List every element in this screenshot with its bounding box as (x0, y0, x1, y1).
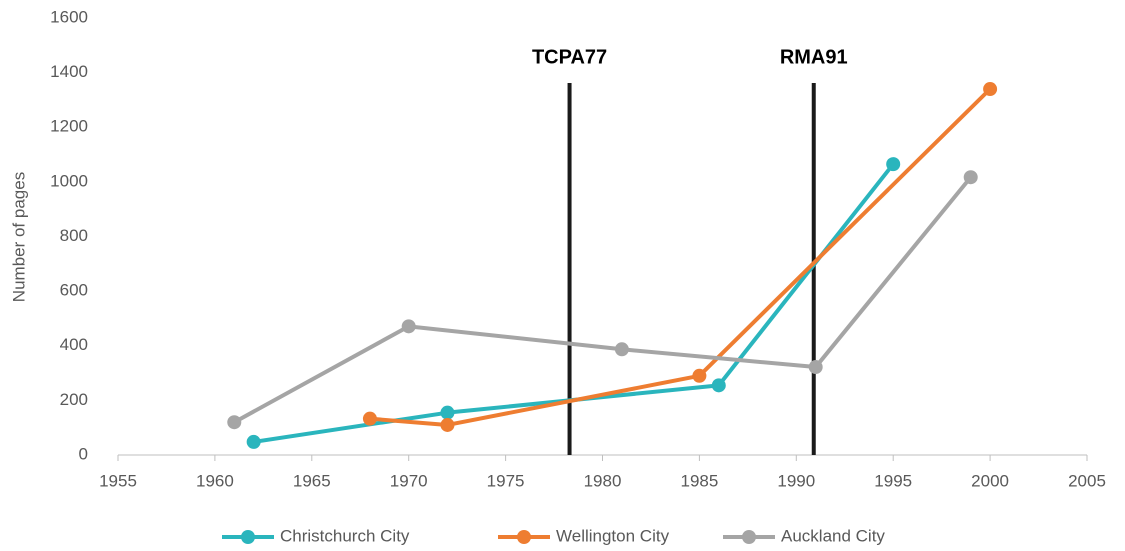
data-point (362, 411, 377, 426)
series-line (369, 87, 992, 427)
y-tick-label: 1000 (50, 171, 88, 190)
data-point (440, 417, 455, 432)
y-tick-label: 1200 (50, 117, 88, 136)
x-tick-label: 2000 (971, 471, 1009, 490)
y-tick-label: 1400 (50, 62, 88, 81)
series-line (233, 175, 973, 424)
data-point (963, 170, 978, 185)
x-tick-label: 1965 (293, 471, 331, 490)
data-point (440, 405, 455, 420)
y-tick-label: 200 (60, 390, 88, 409)
legend-label: Auckland City (781, 526, 885, 545)
data-point (711, 378, 726, 393)
y-tick-label: 400 (60, 335, 88, 354)
x-tick-label: 1985 (680, 471, 718, 490)
legend-marker (517, 530, 531, 544)
x-tick-label: 1980 (584, 471, 622, 490)
x-tick-label: 1955 (99, 471, 137, 490)
data-point (983, 82, 998, 97)
x-tick-label: 1990 (777, 471, 815, 490)
annotation-label: RMA91 (780, 46, 848, 68)
y-tick-label: 600 (60, 281, 88, 300)
legend-marker (241, 530, 255, 544)
data-point (401, 319, 416, 334)
data-point (692, 368, 707, 383)
legend-marker (742, 530, 756, 544)
y-axis-label: Number of pages (9, 172, 28, 302)
data-point (246, 434, 261, 449)
data-point (886, 157, 901, 172)
annotation-label: TCPA77 (532, 46, 607, 68)
data-point (614, 342, 629, 357)
x-tick-label: 1960 (196, 471, 234, 490)
legend-label: Wellington City (556, 526, 670, 545)
y-tick-label: 1600 (50, 7, 88, 26)
y-tick-label: 0 (79, 444, 88, 463)
x-tick-label: 1970 (390, 471, 428, 490)
data-point (808, 360, 823, 375)
x-tick-label: 2005 (1068, 471, 1106, 490)
legend-label: Christchurch City (280, 526, 410, 545)
data-point (227, 415, 242, 430)
y-tick-label: 800 (60, 226, 88, 245)
x-tick-label: 1995 (874, 471, 912, 490)
x-tick-label: 1975 (487, 471, 525, 490)
